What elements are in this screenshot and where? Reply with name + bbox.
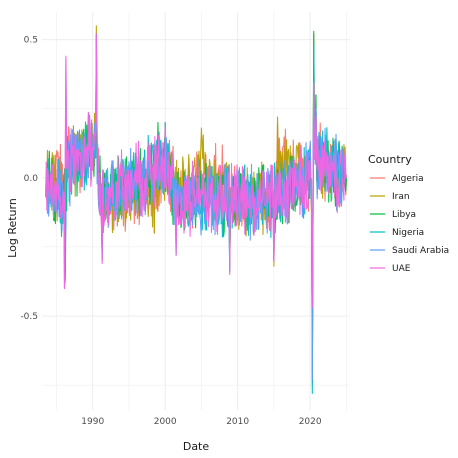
x-axis-title: Date	[183, 440, 210, 453]
legend-label: UAE	[392, 264, 411, 274]
x-tick-label: 1990	[81, 417, 104, 427]
legend-label: Libya	[392, 210, 416, 220]
legend-label: Iran	[392, 192, 410, 202]
y-axis-title: Log Return	[6, 198, 19, 258]
y-axis-ticks: -0.5 0.0 0.5	[20, 36, 38, 322]
legend-title: Country	[368, 153, 412, 166]
x-tick-label: 2020	[299, 417, 322, 427]
x-tick-label: 2010	[226, 417, 249, 427]
legend-label: Saudi Arabia	[392, 246, 449, 256]
y-tick-label: -0.5	[20, 312, 38, 322]
y-tick-label: 0.5	[24, 36, 38, 46]
legend-label: Algeria	[392, 174, 424, 184]
legend-items: Algeria Iran Libya Nigeria Saudi Arabia UAE	[370, 174, 449, 274]
series-line-uae	[45, 33, 347, 309]
legend-label: Nigeria	[392, 228, 424, 238]
y-tick-label: 0.0	[24, 174, 39, 184]
x-axis-ticks: 1990 2000 2010 2020	[81, 417, 322, 427]
x-tick-label: 2000	[154, 417, 177, 427]
series-lines	[45, 25, 347, 394]
legend: Country Algeria Iran Libya Nigeria Saudi Ara…	[368, 153, 449, 274]
